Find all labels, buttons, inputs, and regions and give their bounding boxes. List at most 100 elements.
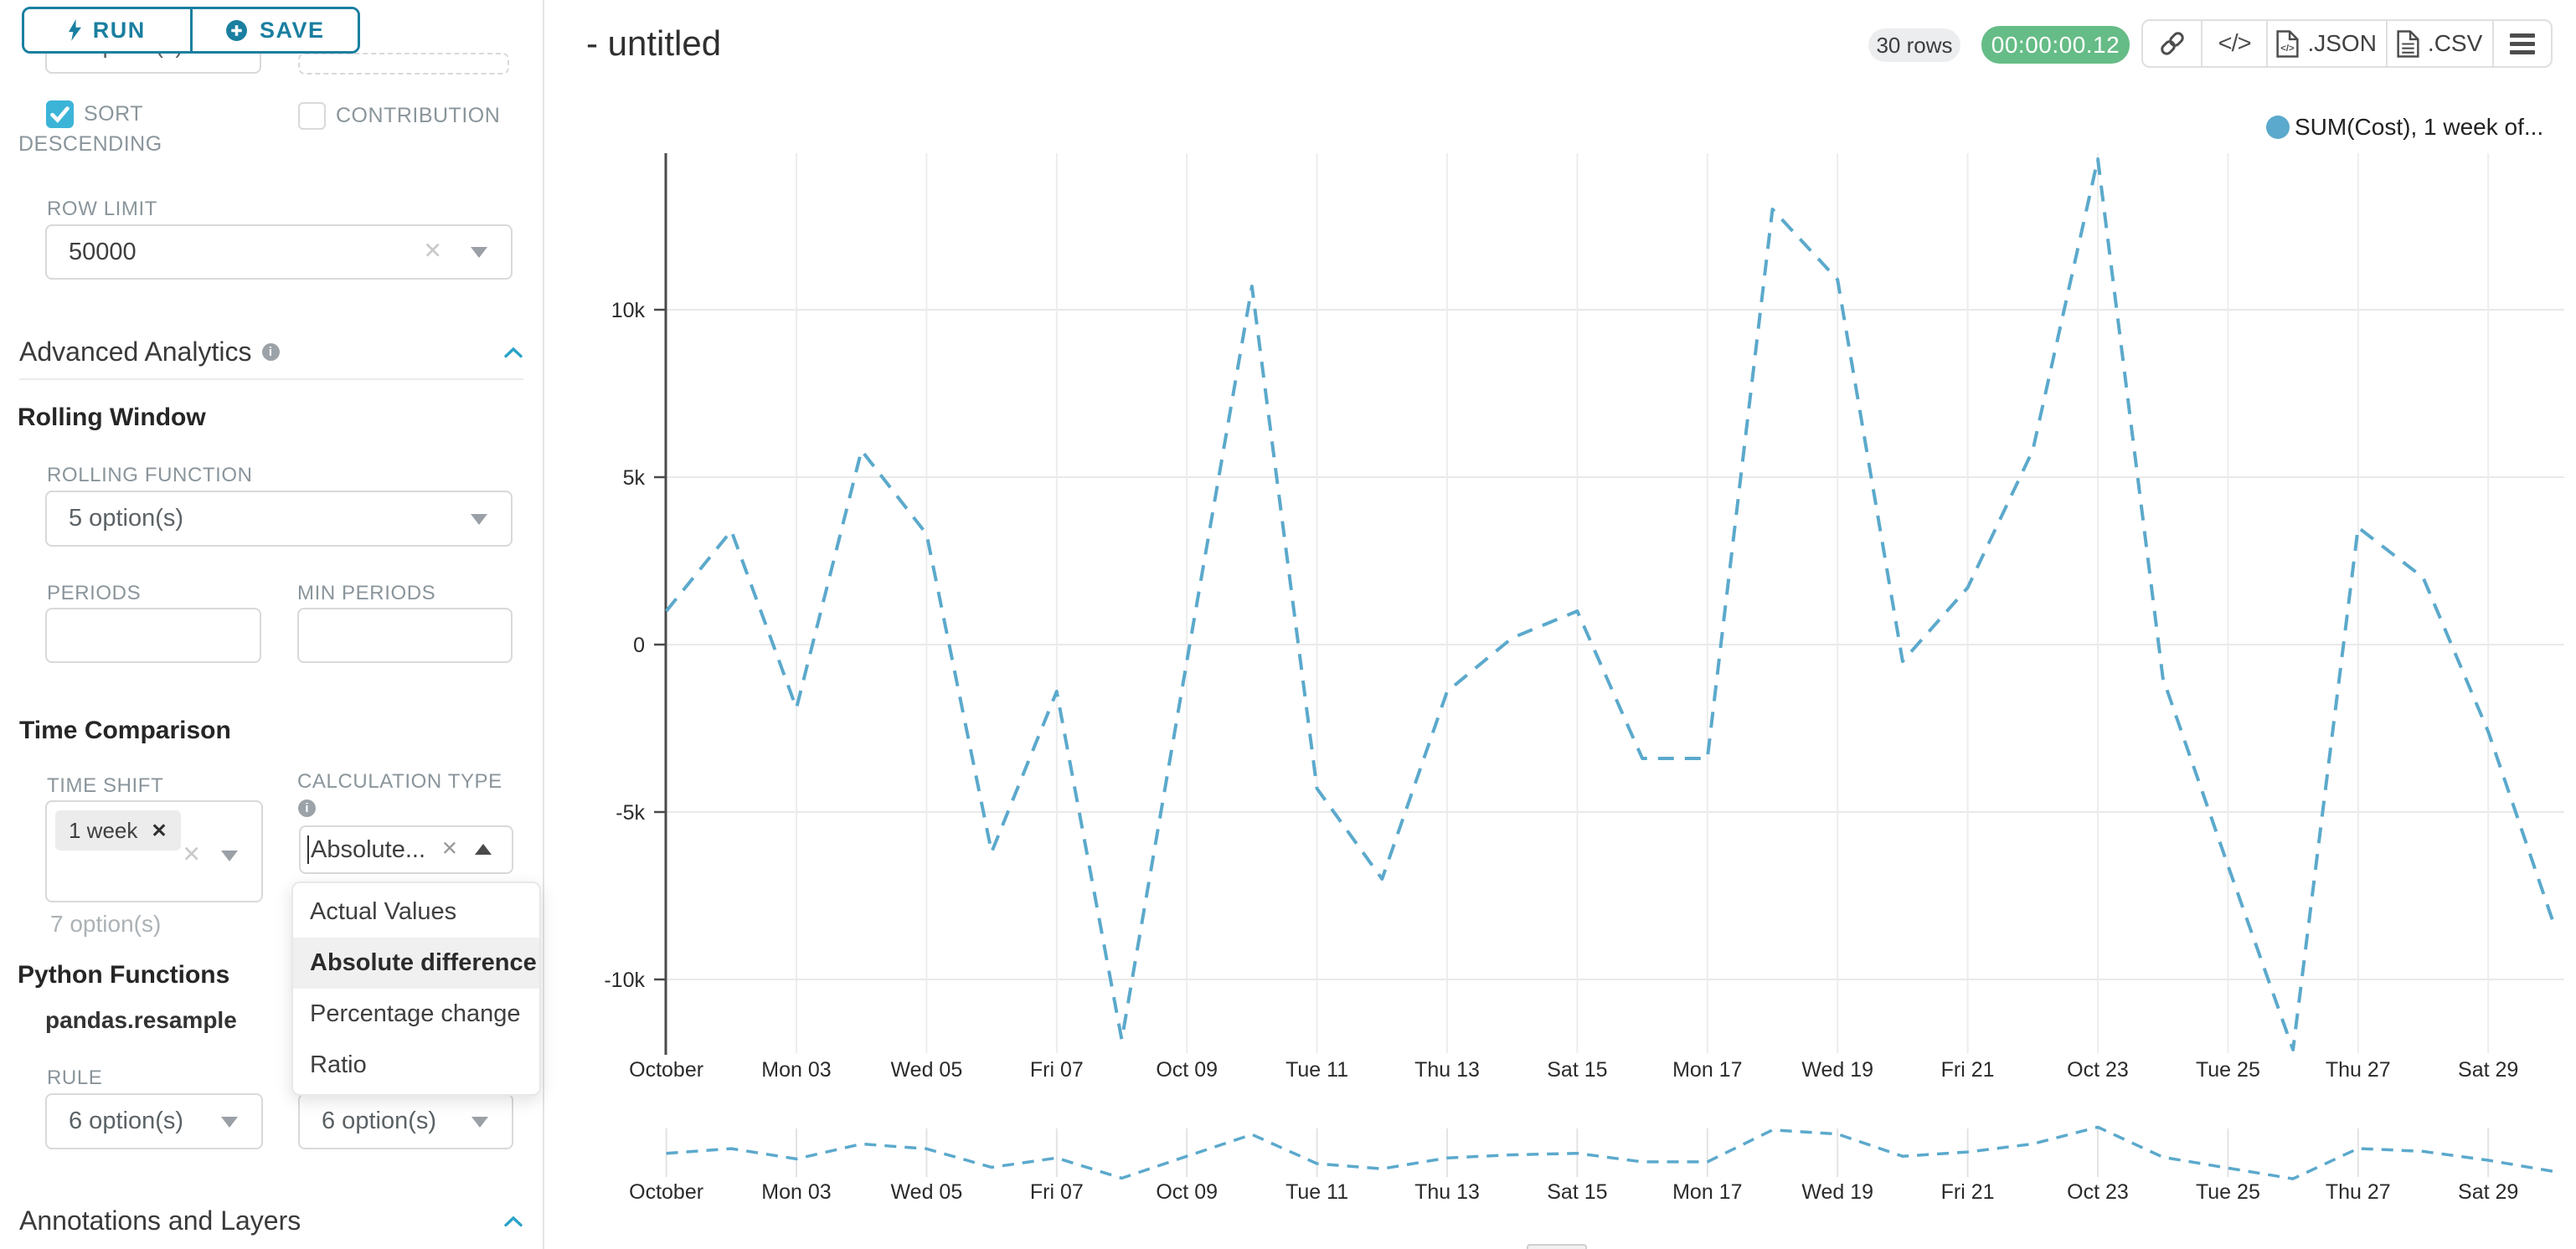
hamburger-menu-icon	[2509, 33, 2535, 54]
chart-title[interactable]: - untitled	[586, 23, 722, 63]
rolling-function-label: ROLLING FUNCTION	[47, 464, 253, 486]
export-toolbar: </> </> .JSON .CSV	[2141, 19, 2553, 68]
checkbox-unchecked-icon[interactable]	[298, 102, 326, 130]
mini-chart-group[interactable]: October Mon 03 Wed 05 Fri 07 Oct 09 Tue 11 Thu…	[629, 1125, 2554, 1204]
contribution-checkbox-row[interactable]: CONTRIBUTION	[298, 100, 533, 131]
advanced-analytics-header[interactable]: Advanced Analytics i	[19, 337, 523, 368]
svg-text:Wed 19: Wed 19	[1801, 1180, 1873, 1204]
export-json-label: .JSON	[2307, 30, 2377, 56]
rule-value: 6 option(s)	[69, 1108, 184, 1134]
save-button[interactable]: SAVE	[192, 9, 358, 51]
chevron-up-icon[interactable]	[503, 1216, 523, 1227]
periods-input[interactable]	[45, 608, 261, 663]
copy-link-button[interactable]	[2143, 21, 2201, 66]
embed-code-button[interactable]: </>	[2201, 21, 2265, 66]
code-icon: </>	[2218, 29, 2252, 57]
dropdown-option[interactable]: Ratio	[310, 1051, 367, 1078]
sort-descending-checkbox-row[interactable]: SORT DESCENDING	[18, 99, 190, 159]
calculation-type-select[interactable]: Absolute... ✕	[299, 825, 513, 874]
link-icon	[2160, 32, 2184, 55]
chart-legend[interactable]: SUM(Cost), 1 week of...	[2266, 114, 2543, 141]
svg-text:5k: 5k	[623, 466, 646, 490]
svg-text:Mon 17: Mon 17	[1672, 1058, 1742, 1082]
export-csv-label: .CSV	[2427, 30, 2483, 56]
svg-text:Mon 03: Mon 03	[761, 1180, 831, 1204]
svg-text:October: October	[629, 1180, 703, 1204]
remove-tag-icon[interactable]: ✕	[151, 819, 167, 841]
clear-icon[interactable]: ✕	[182, 841, 201, 867]
y-axis-ticks	[654, 308, 666, 981]
svg-text:Thu 13: Thu 13	[1414, 1180, 1480, 1204]
legend-series-label: SUM(Cost), 1 week of...	[2295, 114, 2544, 140]
chevron-down-icon	[471, 247, 487, 258]
export-csv-button[interactable]: .CSV	[2385, 21, 2492, 66]
run-button[interactable]: RUN	[24, 9, 193, 51]
rule-value-2: 6 option(s)	[322, 1108, 437, 1134]
time-shift-hint: 7 option(s)	[50, 911, 162, 937]
x-gridlines	[796, 153, 2490, 1053]
calculation-type-value: Absolute...	[311, 835, 426, 863]
rolling-window-title: Rolling Window	[18, 403, 206, 431]
svg-text:</>: </>	[2281, 43, 2295, 53]
metric-drop-target[interactable]	[298, 53, 509, 75]
svg-text:Thu 13: Thu 13	[1414, 1058, 1480, 1082]
svg-text:Fri 21: Fri 21	[1941, 1180, 1995, 1204]
clear-icon[interactable]: ✕	[440, 837, 458, 861]
legend-series-dot	[2266, 116, 2290, 139]
calculation-type-label: CALCULATION TYPE	[297, 770, 502, 793]
dropdown-option[interactable]: Actual Values	[310, 898, 457, 925]
info-icon[interactable]: i	[298, 799, 316, 817]
svg-text:Oct 23: Oct 23	[2067, 1180, 2129, 1204]
time-shift-label: TIME SHIFT	[47, 774, 164, 797]
dropdown-option[interactable]: Absolute difference	[293, 938, 539, 989]
row-limit-label: ROW LIMIT	[47, 198, 158, 220]
y-axis-labels: 10k 5k 0 -5k -10k	[604, 299, 645, 992]
chevron-down-icon	[471, 513, 487, 525]
datazoom-handle-fragment[interactable]	[1527, 1244, 1587, 1249]
sort-descending-label: SORT DESCENDING	[18, 102, 162, 156]
svg-text:Sat 29: Sat 29	[2458, 1058, 2518, 1082]
info-icon[interactable]: i	[261, 343, 280, 361]
svg-text:Sat 15: Sat 15	[1547, 1058, 1607, 1082]
rule-select-2[interactable]: 6 option(s)	[298, 1093, 513, 1149]
rule-label: RULE	[47, 1067, 103, 1089]
chevron-up-icon[interactable]	[503, 347, 523, 358]
svg-text:Mon 17: Mon 17	[1672, 1180, 1742, 1204]
panel-separator[interactable]	[543, 0, 544, 1249]
time-shift-select[interactable]: 1 week ✕ ✕	[45, 800, 263, 902]
svg-text:Fri 07: Fri 07	[1030, 1180, 1084, 1204]
chevron-down-icon	[221, 851, 238, 861]
svg-text:Tue 25: Tue 25	[2196, 1180, 2260, 1204]
min-periods-input[interactable]	[297, 608, 513, 663]
calculation-type-dropdown: Actual Values Absolute difference Percenta…	[291, 881, 541, 1096]
checkbox-checked-icon[interactable]	[46, 100, 74, 128]
svg-text:Wed 19: Wed 19	[1801, 1058, 1873, 1082]
export-json-button[interactable]: </> .JSON	[2265, 21, 2386, 66]
more-options-button[interactable]	[2491, 21, 2551, 66]
rolling-function-select[interactable]: 5 option(s)	[45, 491, 513, 547]
time-shift-tag: 1 week ✕	[55, 810, 181, 851]
run-save-button-group: RUN SAVE	[22, 7, 360, 54]
row-limit-select[interactable]: 50000 ✕	[45, 224, 513, 280]
time-shift-tag-label: 1 week	[69, 817, 138, 843]
svg-text:Oct 09: Oct 09	[1156, 1058, 1218, 1082]
json-file-icon: </>	[2276, 29, 2300, 58]
svg-text:Oct 09: Oct 09	[1156, 1180, 1218, 1204]
rolling-function-value: 5 option(s)	[69, 505, 184, 532]
row-limit-value: 50000	[69, 238, 137, 265]
python-function-name: pandas.resample	[45, 1007, 237, 1033]
rule-select[interactable]: 6 option(s)	[45, 1093, 263, 1149]
clear-icon[interactable]: ✕	[423, 238, 442, 264]
chevron-down-icon	[471, 1116, 488, 1128]
dropdown-option[interactable]: Percentage change	[310, 1000, 521, 1027]
svg-text:Wed 05: Wed 05	[891, 1180, 963, 1204]
svg-text:Thu 27: Thu 27	[2326, 1058, 2391, 1082]
svg-text:Sat 15: Sat 15	[1547, 1180, 1607, 1204]
rows-badge: 30 rows	[1868, 28, 1960, 62]
section-divider	[19, 378, 523, 380]
plus-circle-icon	[226, 19, 247, 41]
csv-file-icon	[2397, 29, 2419, 58]
annotations-header[interactable]: Annotations and Layers	[19, 1205, 523, 1236]
